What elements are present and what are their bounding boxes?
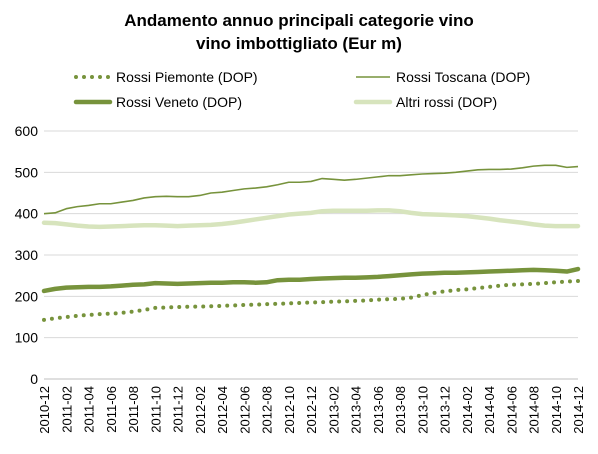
x-tick-label: 2011-04 <box>82 386 97 433</box>
x-tick-label: 2013-02 <box>326 386 341 434</box>
x-tick-label: 2013-04 <box>349 386 364 434</box>
x-tick-label: 2012-12 <box>304 386 319 434</box>
series-line-rossi-veneto-dop <box>41 266 581 294</box>
x-tick-label: 2014-02 <box>460 386 475 434</box>
series-line-rossi-piemonte-dop <box>42 279 580 322</box>
y-tick-label: 0 <box>30 371 38 387</box>
x-tick-label: 2011-06 <box>104 386 119 433</box>
x-tick-label: 2011-08 <box>126 386 141 433</box>
x-tick-label: 2010-12 <box>37 386 52 434</box>
x-tick-label: 2011-10 <box>148 386 163 433</box>
series-line-rossi-toscana-dop <box>43 164 579 215</box>
x-tick-label: 2014-10 <box>549 386 564 434</box>
x-tick-label: 2014-06 <box>504 386 519 434</box>
y-tick-label: 100 <box>15 330 39 346</box>
series-line-altri-rossi-dop <box>41 208 581 230</box>
x-tick-label: 2011-02 <box>59 386 74 433</box>
legend-label: Rossi Veneto (DOP) <box>116 94 242 110</box>
x-tick-label: 2012-08 <box>260 386 275 434</box>
y-tick-label: 200 <box>15 288 39 304</box>
chart-subtitle: vino imbottigliato (Eur m) <box>196 34 402 53</box>
x-tick-label: 2014-04 <box>482 386 497 434</box>
x-tick-label: 2012-04 <box>215 386 230 434</box>
x-tick-label: 2012-06 <box>237 386 252 434</box>
legend-label: Rossi Toscana (DOP) <box>396 69 530 85</box>
x-tick-label: 2012-02 <box>193 386 208 434</box>
x-axis: 2010-12 2011-02 2011-04 2011-06 2011-08 2011-… <box>37 378 586 434</box>
y-tick-label: 600 <box>15 123 39 139</box>
gridlines <box>44 130 578 339</box>
series-layer <box>41 164 581 322</box>
x-tick-label: 2014-08 <box>527 386 542 434</box>
y-tick-label: 400 <box>15 206 39 222</box>
x-tick-label: 2013-12 <box>438 386 453 434</box>
x-tick-label: 2013-08 <box>393 386 408 434</box>
y-axis: 0 100 200 300 400 500 600 <box>15 123 39 387</box>
legend: Rossi Piemonte (DOP) Rossi Toscana (DOP) R… <box>73 69 530 110</box>
chart-title: Andamento annuo principali categorie vin… <box>124 11 474 30</box>
x-tick-label: 2013-10 <box>415 386 430 434</box>
x-tick-label: 2014-12 <box>571 386 586 434</box>
legend-label: Rossi Piemonte (DOP) <box>116 69 258 85</box>
y-tick-label: 300 <box>15 247 39 263</box>
y-tick-label: 500 <box>15 164 39 180</box>
x-tick-label: 2012-10 <box>282 386 297 434</box>
x-tick-label: 2013-06 <box>371 386 386 434</box>
x-tick-label: 2011-12 <box>171 386 186 433</box>
legend-label: Altri rossi (DOP) <box>396 94 497 110</box>
